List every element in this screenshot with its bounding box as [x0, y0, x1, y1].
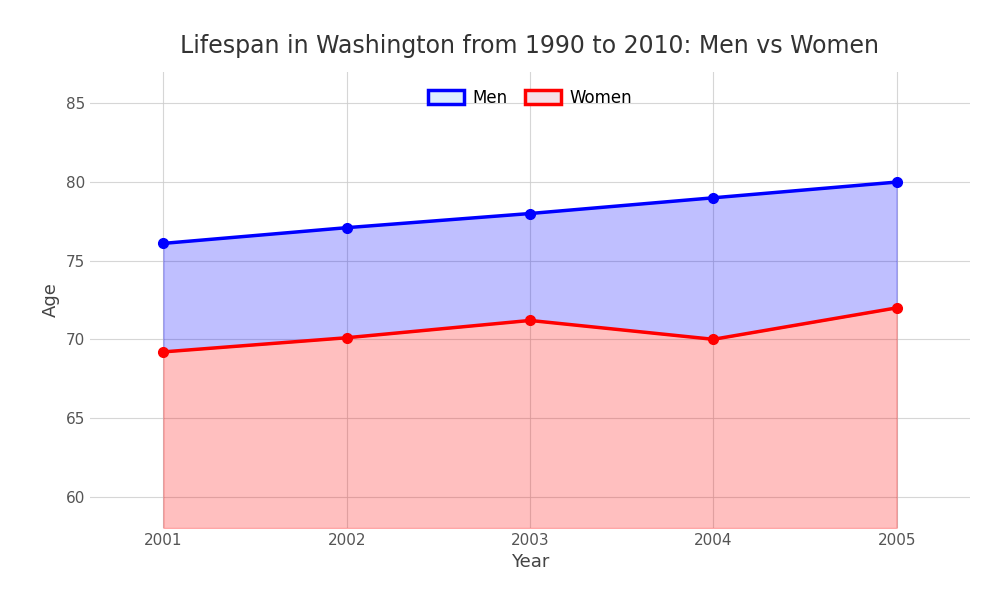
- Title: Lifespan in Washington from 1990 to 2010: Men vs Women: Lifespan in Washington from 1990 to 2010…: [180, 34, 880, 58]
- Y-axis label: Age: Age: [42, 283, 60, 317]
- Legend: Men, Women: Men, Women: [419, 80, 641, 115]
- X-axis label: Year: Year: [511, 553, 549, 571]
